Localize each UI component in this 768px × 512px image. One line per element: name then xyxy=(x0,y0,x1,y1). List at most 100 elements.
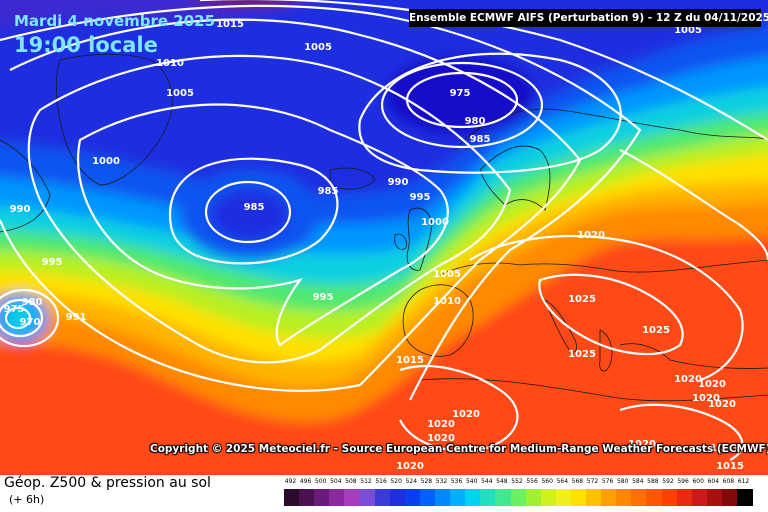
scale-swatch xyxy=(586,489,602,506)
scale-swatch xyxy=(480,489,496,506)
scale-swatch xyxy=(737,489,753,506)
scale-swatch xyxy=(389,489,406,506)
copyright-notice: Copyright © 2025 Meteociel.fr - Source E… xyxy=(150,443,768,455)
scale-label: 500 xyxy=(314,478,327,485)
iceland-outline xyxy=(329,167,376,190)
isobar-980-west xyxy=(0,298,44,338)
isobar-label: 1005 xyxy=(166,88,194,99)
ireland-outline xyxy=(394,233,407,250)
isobar-label-group: 1015 1005 1010 1005 975 980 985 1000 990… xyxy=(4,19,744,472)
scale-swatch xyxy=(570,489,587,506)
forecast-lead-time: (+ 6h) xyxy=(9,493,45,506)
isobar-label: 985 xyxy=(244,202,265,213)
scale-label: 584 xyxy=(632,478,644,485)
isobar-label: 1015 xyxy=(216,19,244,30)
scale-label: 528 xyxy=(420,478,433,485)
isobar-label: 1000 xyxy=(92,156,120,167)
isobar-label: 995 xyxy=(410,192,431,203)
isobar-label: 1010 xyxy=(156,58,184,69)
scale-swatch xyxy=(646,489,662,506)
italy-outline xyxy=(544,299,577,353)
isobar-label: 1015 xyxy=(716,461,744,472)
isobar-label: 985 xyxy=(470,134,491,145)
scale-label: 564 xyxy=(556,478,569,485)
isobar-label: 1025 xyxy=(642,325,670,336)
isobar-990-atlantic xyxy=(168,157,339,265)
scale-label: 600 xyxy=(692,478,704,485)
scale-label: 544 xyxy=(481,478,493,485)
isobar-label: 995 xyxy=(313,292,334,303)
isobar-label: 991 xyxy=(66,312,87,323)
isobar-970 xyxy=(4,306,32,330)
isobar-label: 1020 xyxy=(427,419,455,430)
scale-label: 572 xyxy=(586,478,599,485)
scandinavia-outline xyxy=(479,145,551,211)
isobar-label: 970 xyxy=(20,317,41,328)
isobar-label: 1015 xyxy=(710,443,738,454)
scale-swatch xyxy=(495,489,511,506)
isobar-label: 980 xyxy=(465,116,486,127)
scale-label: 556 xyxy=(526,478,538,485)
scale-label: 504 xyxy=(330,478,342,485)
scale-swatch xyxy=(601,489,617,506)
scale-swatch xyxy=(510,489,527,506)
isobar-985-atlantic xyxy=(204,180,292,244)
isobar-1020-egypt xyxy=(619,403,744,461)
scale-swatch xyxy=(299,489,315,506)
scale-swatch xyxy=(284,489,300,506)
isobar-label: 1000 xyxy=(421,217,449,228)
scale-label: 536 xyxy=(450,478,463,485)
isobar-1025 xyxy=(538,273,684,356)
field-title: Géop. Z500 & pression au sol xyxy=(4,475,211,491)
scale-swatch xyxy=(465,489,481,506)
scale-swatch xyxy=(404,489,421,506)
isobar-label: 1020 xyxy=(427,433,455,444)
scale-swatch xyxy=(450,489,466,506)
isobar-label: 975 xyxy=(4,304,25,315)
isobar-label: 1015 xyxy=(396,355,424,366)
isobar-1020-europe xyxy=(469,235,744,382)
scale-label: 552 xyxy=(511,478,523,485)
isobar-995 xyxy=(77,103,449,347)
color-scale: 492 496 500 504 508 512 516 520 524 528 532 536 540 5… xyxy=(284,475,753,511)
isobar-label: 990 xyxy=(10,204,31,215)
isobar-990-west xyxy=(0,288,60,348)
scale-label: 512 xyxy=(360,478,372,485)
greenland-outline xyxy=(55,53,173,186)
isobar-label: 1020 xyxy=(698,379,726,390)
isobar-label: 990 xyxy=(388,177,409,188)
isobar-label: 1005 xyxy=(304,42,332,53)
scale-label: 596 xyxy=(677,478,689,485)
forecast-date: Mardi 4 novembre 2025 xyxy=(14,12,216,30)
scale-label: 548 xyxy=(496,478,508,485)
scale-swatch xyxy=(329,489,345,506)
scale-label: 520 xyxy=(390,478,402,485)
isobar-label: 1025 xyxy=(568,349,596,360)
europe-coast-outline xyxy=(439,259,768,276)
scale-swatch xyxy=(676,489,693,506)
labrador-outline xyxy=(0,139,51,233)
scale-label: 560 xyxy=(541,478,553,485)
scale-swatch xyxy=(691,489,708,506)
scale-label: 588 xyxy=(647,478,659,485)
isobar-label: 1020 xyxy=(452,409,480,420)
map-canvas: 1015 1005 1010 1005 975 980 985 1000 990… xyxy=(0,0,768,475)
forecast-local-time: 19:00 locale xyxy=(14,33,158,57)
isobar-label: 1020 xyxy=(628,439,656,450)
scale-swatch xyxy=(525,489,542,506)
isobar-label: 1005 xyxy=(674,25,702,36)
isobar-label: 1020 xyxy=(577,230,605,241)
isobar-1020-africa xyxy=(399,364,519,453)
isobar-1010 xyxy=(0,4,642,401)
scale-label: 532 xyxy=(435,478,448,485)
isobar-label: 985 xyxy=(318,186,339,197)
scale-swatch xyxy=(631,489,647,506)
scale-label: 580 xyxy=(616,478,629,485)
scale-label: 576 xyxy=(601,478,614,485)
isobar-label: 975 xyxy=(450,88,471,99)
isobars xyxy=(0,0,768,460)
scale-swatch xyxy=(555,489,572,506)
scandinavia-north-outline xyxy=(454,108,768,151)
scale-label: 540 xyxy=(465,478,478,485)
isobar-1015-north xyxy=(200,0,768,141)
